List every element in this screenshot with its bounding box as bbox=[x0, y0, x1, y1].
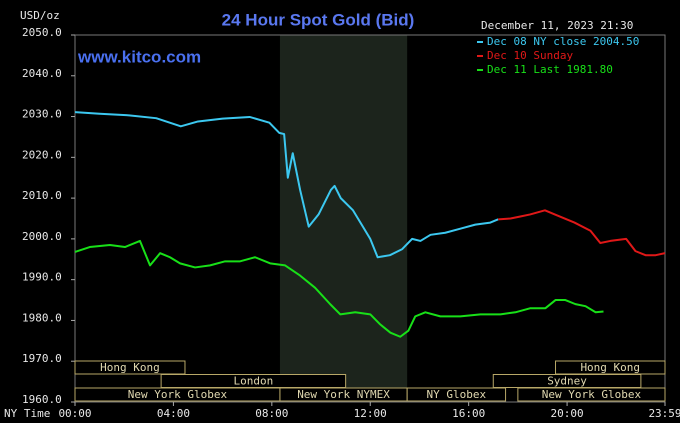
session-label: Hong Kong bbox=[580, 361, 640, 374]
watermark: www.kitco.com bbox=[77, 47, 201, 66]
price-line bbox=[498, 209, 666, 257]
price-line bbox=[74, 111, 499, 259]
x-tick-label: 16:00 bbox=[452, 407, 485, 420]
session-label: New York Globex bbox=[542, 388, 642, 401]
session-box bbox=[74, 360, 186, 375]
session-label: New York NYMEX bbox=[297, 388, 390, 401]
y-tick-label: 2030.0 bbox=[22, 108, 62, 121]
y-tick-label: 2040.0 bbox=[22, 67, 62, 80]
y-tick-label: 1980.0 bbox=[22, 311, 62, 324]
y-tick-label: 2000.0 bbox=[22, 230, 62, 243]
timestamp: December 11, 2023 21:30 bbox=[481, 19, 633, 32]
session-label: NY Globex bbox=[427, 388, 487, 401]
y-axis-label: USD/oz bbox=[20, 9, 60, 22]
y-tick-label: 2050.0 bbox=[22, 26, 62, 39]
session-box bbox=[406, 387, 507, 402]
legend-label: Dec 10 Sunday bbox=[487, 49, 573, 62]
x-axis-label: NY Time bbox=[4, 407, 50, 420]
x-tick-label: 23:59 bbox=[648, 407, 680, 420]
x-tick-label: 00:00 bbox=[58, 407, 91, 420]
chart-title: 24 Hour Spot Gold (Bid) bbox=[222, 10, 415, 29]
y-tick-label: 1990.0 bbox=[22, 271, 62, 284]
x-tick-label: 12:00 bbox=[354, 407, 387, 420]
legend-label: Dec 11 Last 1981.80 bbox=[487, 63, 613, 76]
highlight-band bbox=[279, 35, 408, 402]
session-label: London bbox=[234, 375, 274, 388]
session-box bbox=[517, 387, 666, 402]
x-tick-label: 08:00 bbox=[255, 407, 288, 420]
session-label: Sydney bbox=[547, 375, 587, 388]
x-tick-label: 20:00 bbox=[551, 407, 584, 420]
legend-label: Dec 08 NY close 2004.50 bbox=[487, 35, 639, 48]
session-label: New York Globex bbox=[128, 388, 228, 401]
x-tick-label: 04:00 bbox=[157, 407, 190, 420]
y-tick-label: 1970.0 bbox=[22, 352, 62, 365]
y-tick-label: 1960.0 bbox=[22, 393, 62, 406]
session-label: Hong Kong bbox=[100, 361, 160, 374]
y-tick-label: 2010.0 bbox=[22, 189, 62, 202]
y-tick-label: 2020.0 bbox=[22, 148, 62, 161]
price-line bbox=[74, 239, 604, 338]
